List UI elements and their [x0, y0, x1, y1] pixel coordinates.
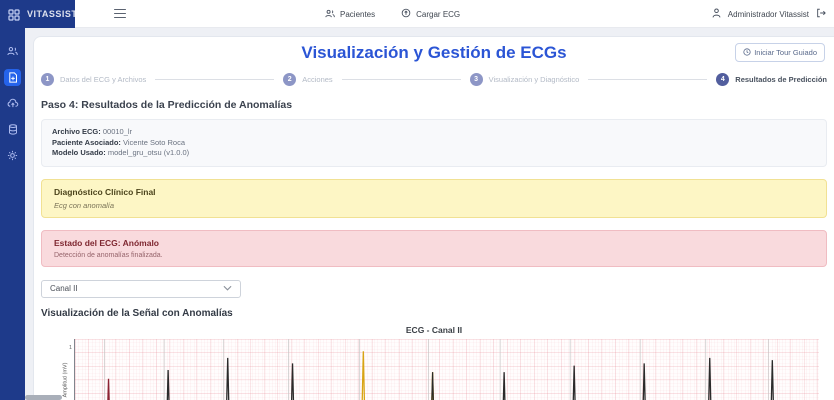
step-connector	[341, 79, 461, 80]
step-1-label: Datos del ECG y Archivos	[60, 75, 147, 84]
info-modelo-label: Modelo Usado:	[52, 148, 106, 158]
step-1[interactable]: 1 Datos del ECG y Archivos	[41, 73, 146, 86]
logout-icon[interactable]	[816, 5, 826, 23]
ecg-status-alert: Estado del ECG: Anómalo Detección de ano…	[41, 229, 827, 267]
step-4[interactable]: 4 Resultados de Predicción	[716, 73, 827, 86]
logo-block: VITASSIST	[0, 0, 78, 28]
info-archivo: Archivo ECG: 00010_lr	[52, 127, 816, 138]
ecg-signal-svg	[104, 338, 774, 400]
horizontal-scrollbar-thumb[interactable]	[25, 395, 62, 400]
ecg-info-box: Archivo ECG: 00010_lr Paciente Asociado:…	[41, 119, 827, 167]
step-4-number: 4	[716, 73, 730, 86]
diagnosis-alert: Diagnóstico Clínico Final Ecg con anomal…	[41, 178, 827, 218]
nav-cargar-ecg[interactable]: Cargar ECG	[401, 8, 460, 20]
nav-pacientes[interactable]: Pacientes	[325, 9, 375, 20]
main-content-card: Visualización y Gestión de ECGs Iniciar …	[33, 36, 834, 400]
y-tick-label: 1	[68, 344, 72, 351]
tour-clock-icon	[743, 47, 751, 58]
user-name: Administrador Vitassist	[727, 9, 809, 19]
info-paciente: Paciente Asociado: Vicente Soto Roca	[52, 138, 816, 149]
database-icon	[4, 121, 21, 138]
sidebar-item-ecg-files[interactable]	[0, 64, 25, 90]
left-sidebar	[0, 28, 25, 400]
top-navigation: Pacientes Cargar ECG	[325, 0, 460, 28]
patients-icon	[4, 43, 21, 60]
top-header: VITASSIST Pacientes Cargar ECG	[0, 0, 834, 28]
ecg-chart[interactable]: Amplitud (mV) 10.5	[62, 338, 819, 400]
info-archivo-value: 00010_lr	[102, 127, 133, 136]
ecg-status-body: Detección de anomalías finalizada.	[54, 251, 163, 259]
ecg-plot-area	[74, 338, 819, 400]
step-connector	[155, 79, 275, 80]
info-modelo-value: model_gru_otsu (v1.0.0)	[107, 148, 190, 158]
diagnosis-alert-body: Ecg con anomalía	[54, 200, 115, 210]
hamburger-menu-icon[interactable]	[114, 9, 126, 19]
info-modelo: Modelo Usado: model_gru_otsu (v1.0.0)	[52, 148, 816, 159]
info-archivo-label: Archivo ECG:	[52, 127, 101, 136]
chart-title: ECG - Canal II	[405, 324, 463, 335]
cloud-upload-icon	[4, 95, 21, 112]
step-3-label: Visualización y Diagnóstico	[488, 75, 580, 84]
step-2-number: 2	[283, 73, 297, 86]
step-4-label: Resultados de Predicción	[735, 75, 827, 84]
channel-select[interactable]: Canal II	[41, 279, 241, 298]
sidebar-item-upload[interactable]	[0, 90, 25, 116]
channel-select-value: Canal II	[50, 284, 78, 294]
user-menu[interactable]: Administrador Vitassist	[712, 0, 826, 28]
app-logo: VITASSIST	[27, 9, 78, 19]
nav-cargar-ecg-label: Cargar ECG	[416, 9, 461, 19]
step-2[interactable]: 2 Acciones	[283, 73, 333, 86]
wizard-stepper: 1 Datos del ECG y Archivos 2 Acciones 3 …	[41, 73, 827, 86]
y-axis-label: Amplitud (mV)	[62, 362, 69, 398]
sidebar-item-database[interactable]	[0, 116, 25, 142]
sidebar-item-settings[interactable]	[0, 142, 25, 168]
step-3-number: 3	[469, 73, 483, 86]
user-icon	[712, 5, 721, 23]
step-3[interactable]: 3 Visualización y Diagnóstico	[469, 73, 580, 86]
diagnosis-alert-title: Diagnóstico Clínico Final	[54, 186, 156, 197]
sidebar-item-patients[interactable]	[0, 38, 25, 64]
info-paciente-value: Vicente Soto Roca	[123, 137, 186, 147]
info-paciente-label: Paciente Asociado:	[52, 137, 121, 147]
step-heading: Paso 4: Resultados de la Predicción de A…	[41, 99, 293, 111]
patients-icon	[325, 9, 335, 20]
settings-gear-icon	[4, 147, 21, 164]
step-1-number: 1	[41, 73, 54, 86]
step-connector	[588, 79, 708, 80]
upload-ecg-icon	[401, 8, 411, 20]
ecg-status-title: Estado del ECG: Anómalo	[54, 237, 160, 248]
nav-pacientes-label: Pacientes	[340, 9, 376, 19]
ecg-file-icon	[4, 68, 21, 86]
signal-section-title: Visualización de la Señal con Anomalías	[41, 307, 233, 319]
start-tour-button[interactable]: Iniciar Tour Guiado	[735, 43, 825, 62]
start-tour-label: Iniciar Tour Guiado	[754, 48, 817, 57]
page-title: Visualización y Gestión de ECGs	[301, 43, 567, 62]
dashboard-grid-icon[interactable]	[8, 8, 20, 21]
chevron-down-icon	[223, 284, 232, 293]
step-2-label: Acciones	[302, 75, 333, 84]
